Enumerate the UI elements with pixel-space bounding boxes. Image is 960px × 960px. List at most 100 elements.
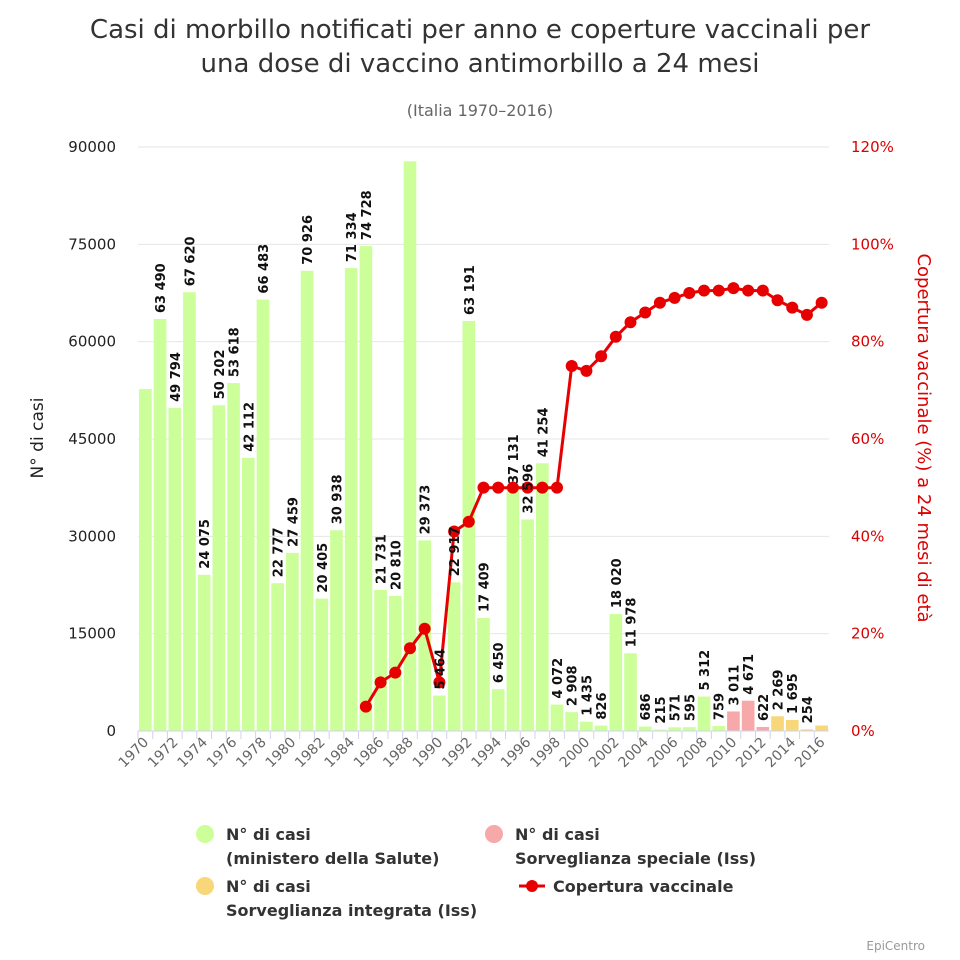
- bar[interactable]: [300, 270, 314, 731]
- coverage-point[interactable]: [536, 481, 549, 494]
- bar[interactable]: [550, 704, 564, 731]
- legend-item-speciale[interactable]: N° di casi Sorveglianza speciale (Iss): [485, 825, 756, 868]
- bar[interactable]: [653, 729, 667, 731]
- x-tick-label: 1980: [263, 735, 300, 772]
- coverage-point[interactable]: [668, 291, 681, 304]
- coverage-point[interactable]: [389, 666, 402, 679]
- bar[interactable]: [741, 700, 755, 731]
- bar[interactable]: [271, 583, 284, 731]
- y-tick-right: 80%: [851, 333, 884, 351]
- bar[interactable]: [286, 552, 299, 731]
- bar[interactable]: [153, 319, 167, 731]
- legend-label-integrata-line-2: Sorveglianza integrata (Iss): [226, 901, 477, 920]
- grid-lines: [138, 146, 829, 635]
- coverage-point[interactable]: [771, 294, 784, 307]
- coverage-point[interactable]: [403, 642, 416, 655]
- bar[interactable]: [756, 726, 770, 731]
- coverage-point[interactable]: [477, 481, 490, 494]
- coverage-point[interactable]: [698, 284, 711, 297]
- coverage-point[interactable]: [609, 330, 622, 343]
- bar[interactable]: [785, 720, 799, 731]
- bar[interactable]: [139, 389, 152, 731]
- coverage-point[interactable]: [551, 481, 564, 494]
- bar[interactable]: [197, 574, 211, 731]
- coverage-point[interactable]: [433, 676, 446, 689]
- y-tick-right: 40%: [851, 527, 884, 545]
- x-tick-label: 1976: [204, 734, 241, 771]
- bar[interactable]: [344, 268, 358, 731]
- bar[interactable]: [168, 407, 182, 731]
- bar[interactable]: [594, 725, 608, 731]
- coverage-point[interactable]: [712, 284, 725, 297]
- bar[interactable]: [506, 490, 520, 731]
- bar[interactable]: [241, 457, 255, 731]
- data-label: 74 728: [360, 190, 375, 240]
- coverage-point[interactable]: [786, 301, 799, 314]
- coverage-point[interactable]: [580, 364, 593, 377]
- bar[interactable]: [638, 726, 652, 731]
- coverage-point[interactable]: [639, 306, 652, 319]
- legend-item-integrata[interactable]: N° di casi Sorveglianza integrata (Iss): [196, 877, 477, 920]
- legend-item-copertura[interactable]: Copertura vaccinale: [519, 877, 734, 896]
- legend-item-ministero[interactable]: N° di casi (ministero della Salute): [196, 825, 439, 868]
- bar[interactable]: [315, 598, 329, 731]
- chart-title-line-2: una dose di vaccino antimorbillo a 24 me…: [201, 49, 760, 79]
- bar[interactable]: [227, 383, 240, 731]
- bar[interactable]: [447, 582, 461, 731]
- coverage-point[interactable]: [374, 676, 387, 689]
- coverage-point[interactable]: [683, 287, 696, 299]
- bar[interactable]: [477, 618, 490, 731]
- bar[interactable]: [521, 519, 534, 731]
- bar[interactable]: [771, 716, 784, 731]
- bar[interactable]: [800, 729, 814, 731]
- bar[interactable]: [418, 540, 432, 731]
- coverage-point[interactable]: [359, 700, 372, 713]
- bar[interactable]: [256, 299, 270, 731]
- bar[interactable]: [815, 725, 828, 731]
- bar[interactable]: [712, 726, 726, 731]
- coverage-point[interactable]: [727, 282, 740, 295]
- bar[interactable]: [183, 292, 196, 731]
- credits[interactable]: EpiCentro: [866, 939, 925, 953]
- coverage-point[interactable]: [653, 296, 666, 309]
- y-tick-right: 20%: [851, 625, 884, 643]
- bar[interactable]: [535, 463, 549, 731]
- coverage-point[interactable]: [800, 308, 813, 321]
- coverage-point[interactable]: [815, 296, 828, 309]
- bar[interactable]: [668, 727, 681, 731]
- coverage-point[interactable]: [756, 284, 769, 297]
- coverage-point[interactable]: [418, 622, 431, 635]
- coverage-point[interactable]: [521, 481, 534, 494]
- bar[interactable]: [624, 653, 637, 731]
- bar[interactable]: [491, 689, 505, 731]
- bar[interactable]: [580, 721, 593, 731]
- coverage-point[interactable]: [462, 515, 475, 528]
- coverage-point[interactable]: [506, 481, 519, 494]
- bar[interactable]: [727, 711, 740, 731]
- data-label: 571: [669, 694, 684, 721]
- data-label: 27 459: [286, 497, 301, 547]
- bar[interactable]: [697, 696, 711, 731]
- bar[interactable]: [330, 530, 343, 731]
- bar[interactable]: [433, 695, 446, 731]
- y-tick-left: 15000: [68, 625, 116, 643]
- coverage-point[interactable]: [565, 360, 578, 372]
- coverage-point[interactable]: [448, 525, 461, 538]
- bar[interactable]: [359, 246, 373, 731]
- x-tick-label: 1988: [380, 735, 417, 772]
- bar[interactable]: [212, 405, 226, 731]
- bar[interactable]: [403, 161, 417, 731]
- bar[interactable]: [683, 727, 696, 731]
- x-tick-label: 1978: [233, 735, 270, 772]
- coverage-point[interactable]: [595, 350, 608, 363]
- coverage-point[interactable]: [492, 481, 505, 494]
- data-label: 2 269: [772, 670, 787, 711]
- bar[interactable]: [565, 712, 579, 731]
- coverage-point[interactable]: [742, 284, 755, 297]
- bar[interactable]: [609, 614, 623, 731]
- bar[interactable]: [388, 595, 402, 731]
- legend-label-copertura: Copertura vaccinale: [553, 877, 734, 896]
- legend-swatch-ministero: [196, 825, 214, 843]
- bar[interactable]: [374, 589, 387, 731]
- coverage-point[interactable]: [624, 316, 637, 329]
